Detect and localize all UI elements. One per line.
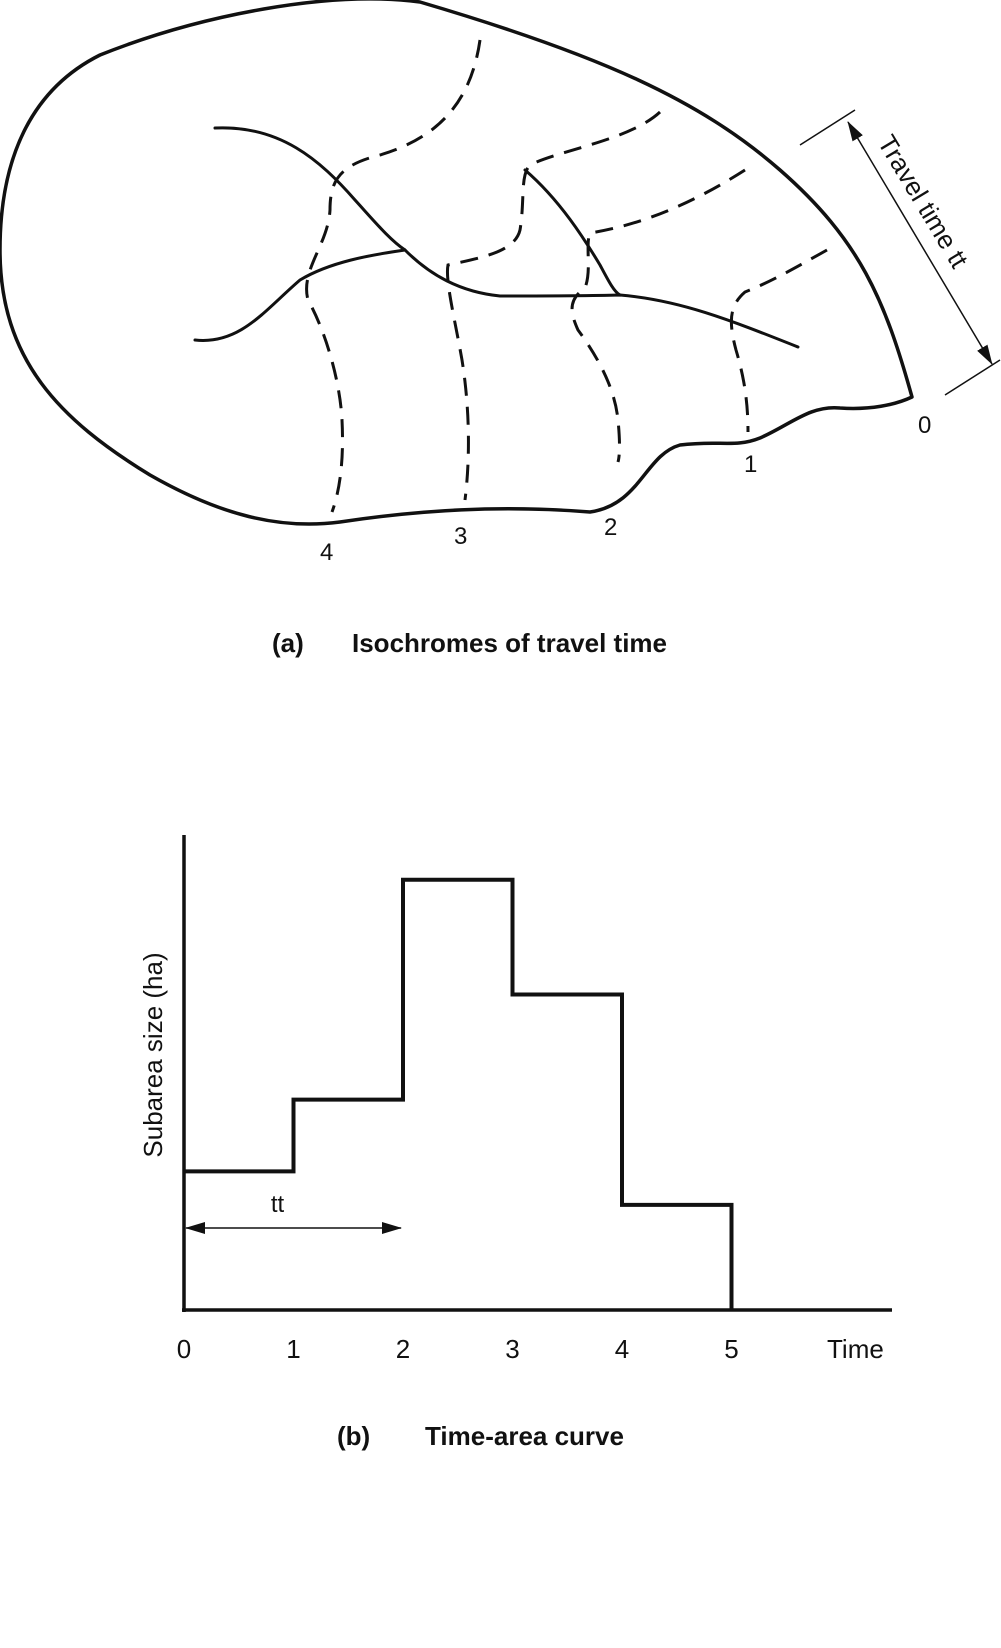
isochrone-label-3: 3: [454, 523, 467, 550]
isochrone-label-0: 0: [918, 412, 931, 439]
tributary-upper-left: [213, 126, 407, 252]
panel-a-watershed-map: Travel time tt 0 1 2 3 4: [0, 0, 1001, 566]
time-area-step-line: [184, 877, 734, 1310]
x-tick-label-0: 0: [177, 1334, 191, 1364]
main-stream: [193, 248, 800, 349]
x-tick-label-1: 1: [286, 1334, 300, 1364]
isochrone-label-2: 2: [604, 514, 617, 541]
isochrone-3: [445, 110, 662, 501]
panel-a-caption-letter: (a): [272, 628, 304, 658]
isochrone-4: [305, 39, 482, 513]
x-tick-label-5: 5: [724, 1334, 738, 1364]
isochrone-1: [729, 248, 828, 433]
watershed-boundary: [0, 0, 914, 526]
travel-time-arrow: [847, 121, 993, 365]
panel-b-time-area-chart: Subarea size (ha) Time 0 1 2 3 4 5 tt: [138, 835, 892, 1364]
x-tick-label-4: 4: [615, 1334, 629, 1364]
isochrone-label-4: 4: [320, 539, 333, 566]
travel-time-label: Travel time tt: [872, 130, 975, 274]
tt-label: tt: [271, 1191, 285, 1218]
panel-a-caption-text: Isochromes of travel time: [352, 628, 667, 658]
isochrone-label-1: 1: [744, 451, 757, 478]
x-axis-label: Time: [827, 1334, 884, 1364]
panel-b-caption-text: Time-area curve: [425, 1421, 624, 1451]
tributary-upper-right: [523, 168, 622, 297]
isochrone-2: [570, 168, 746, 463]
x-tick-labels: 0 1 2 3 4 5: [177, 1334, 739, 1364]
travel-time-extension-top: [799, 109, 856, 146]
travel-time-extension-bottom: [944, 359, 1001, 396]
x-tick-label-3: 3: [505, 1334, 519, 1364]
y-axis-label: Subarea size (ha): [138, 952, 168, 1157]
x-tick-label-2: 2: [396, 1334, 410, 1364]
panel-b-caption-letter: (b): [337, 1421, 370, 1451]
